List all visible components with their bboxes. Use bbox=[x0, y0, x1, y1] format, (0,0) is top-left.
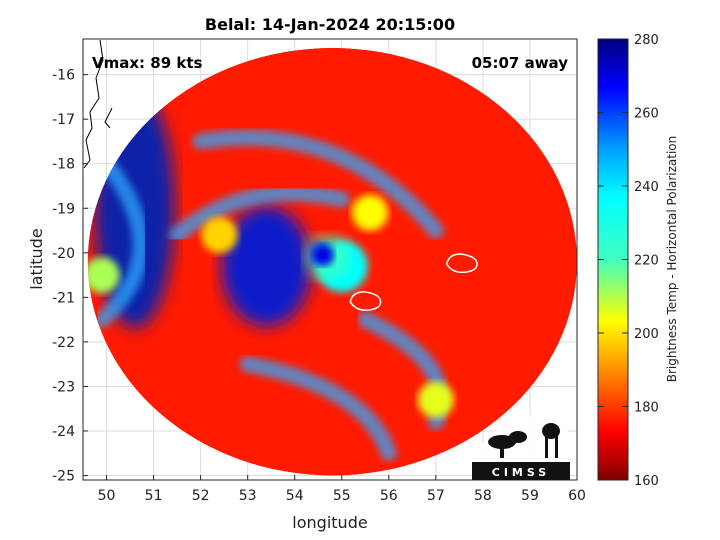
feature-south-band bbox=[417, 381, 454, 418]
y-tick-label: -19 bbox=[52, 201, 75, 217]
cimss-logo: CIMSS bbox=[472, 414, 570, 480]
vmax-annotation: Vmax: 89 kts bbox=[92, 54, 202, 72]
x-tick-label: 58 bbox=[474, 488, 492, 504]
coastline bbox=[83, 39, 104, 169]
y-tick-label: -25 bbox=[52, 469, 75, 485]
x-tick-label: 59 bbox=[521, 488, 539, 504]
y-tick-label: -17 bbox=[52, 112, 75, 128]
axes-box bbox=[82, 38, 578, 481]
y-tick-label: -23 bbox=[52, 379, 75, 395]
x-tick-label: 54 bbox=[286, 488, 304, 504]
spiral-band bbox=[239, 356, 397, 462]
x-tick-label: 53 bbox=[239, 488, 257, 504]
x-tick-label: 56 bbox=[380, 488, 398, 504]
colorbar-tick-label: 240 bbox=[634, 180, 659, 195]
spiral-band bbox=[93, 155, 149, 328]
island-outline-reunion bbox=[349, 291, 382, 311]
heatmap-field bbox=[87, 47, 577, 476]
x-tick-label: 60 bbox=[568, 488, 586, 504]
feature-spiral-band-west bbox=[201, 217, 238, 253]
colorbar-ticks: 160 180 200 220 240 260 280 bbox=[598, 33, 659, 489]
axis-ticks: 50 51 52 53 54 55 56 57 58 59 60 -16 -17 -18 -19 -20 -21… bbox=[52, 68, 586, 504]
colorbar-tick-label: 160 bbox=[634, 474, 659, 489]
colorbar-tick-label: 220 bbox=[634, 254, 659, 269]
colorbar-tick-label: 280 bbox=[634, 33, 659, 48]
chart-title: Belal: 14-Jan-2024 20:15:00 bbox=[205, 15, 455, 34]
spiral-band bbox=[169, 185, 350, 243]
x-tick-label: 55 bbox=[333, 488, 351, 504]
feature-spiral-band-north bbox=[351, 194, 388, 231]
spiral-band bbox=[192, 129, 444, 239]
y-tick-label: -24 bbox=[52, 424, 75, 440]
y-tick-label: -22 bbox=[52, 335, 75, 351]
y-tick-label: -20 bbox=[52, 246, 75, 262]
feature-west-edge-band bbox=[87, 257, 120, 294]
x-axis-label: longitude bbox=[292, 513, 367, 532]
x-tick-label: 50 bbox=[98, 488, 116, 504]
x-tick-label: 57 bbox=[427, 488, 445, 504]
dark-moat bbox=[221, 206, 312, 327]
x-tick-label: 51 bbox=[145, 488, 163, 504]
y-tick-label: -18 bbox=[52, 157, 75, 173]
coastline-islet bbox=[104, 107, 113, 129]
y-axis-label: latitude bbox=[27, 228, 46, 289]
colorbar-tick-label: 260 bbox=[634, 107, 659, 122]
island-outline-mauritius bbox=[445, 253, 478, 274]
time-away-annotation: 05:07 away bbox=[472, 54, 569, 72]
x-tick-label: 52 bbox=[192, 488, 210, 504]
y-tick-label: -16 bbox=[52, 68, 75, 84]
core-hot bbox=[311, 244, 334, 267]
colorbar-tick-label: 180 bbox=[634, 401, 659, 416]
cimss-logo-text: CIMSS bbox=[492, 466, 550, 479]
colorbar-tick-label: 200 bbox=[634, 327, 659, 342]
y-tick-label: -21 bbox=[52, 290, 75, 306]
colorbar-label: Brightness Temp - Horizontal Polarizatio… bbox=[665, 136, 679, 383]
